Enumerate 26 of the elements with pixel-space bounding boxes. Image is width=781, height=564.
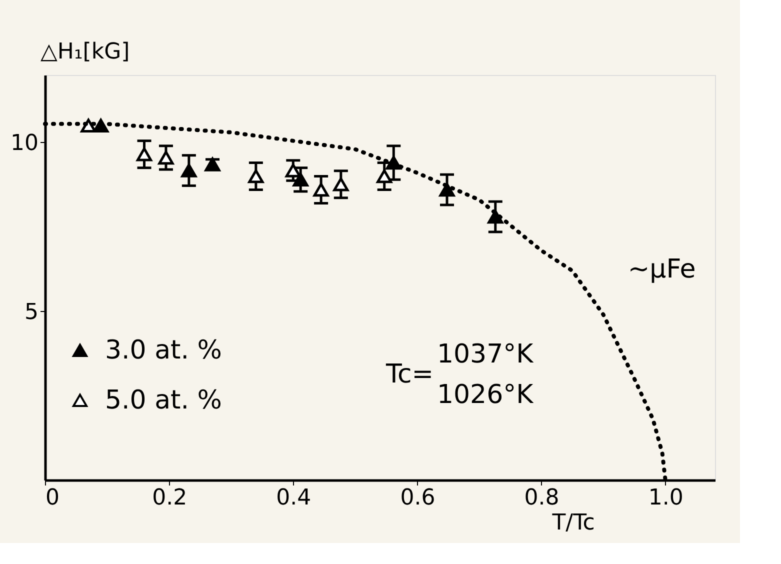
y-axis-title: △H₁[kG] [40, 40, 130, 64]
annotation: ~μFe [628, 254, 696, 284]
x-tick-label: 0.8 [524, 486, 560, 510]
point [158, 150, 174, 165]
point [376, 169, 392, 184]
y-tick-label: 5 [24, 300, 38, 325]
point [313, 182, 329, 197]
point [136, 147, 152, 162]
y-tick-label: 10 [10, 131, 38, 156]
x-tick-label: 0 [46, 486, 60, 510]
legend-label: 3.0 at. % [105, 335, 222, 366]
x-tick-label: 1.0 [648, 486, 684, 510]
point [333, 177, 349, 192]
x-tick-label: 0.6 [400, 486, 436, 510]
point [80, 118, 96, 133]
x-tick-label: 0.4 [276, 486, 312, 510]
point [439, 182, 455, 197]
legend-label: 5.0 at. % [105, 385, 222, 416]
annotation: Tc= [385, 360, 434, 390]
x-tick-label: 0.2 [152, 486, 188, 510]
annotation: 1026°K [436, 380, 534, 410]
point [181, 164, 197, 178]
x-axis-title: T/Tc [551, 510, 595, 536]
point [285, 164, 301, 178]
annotation: 1037°K [436, 339, 534, 370]
point [248, 169, 264, 184]
